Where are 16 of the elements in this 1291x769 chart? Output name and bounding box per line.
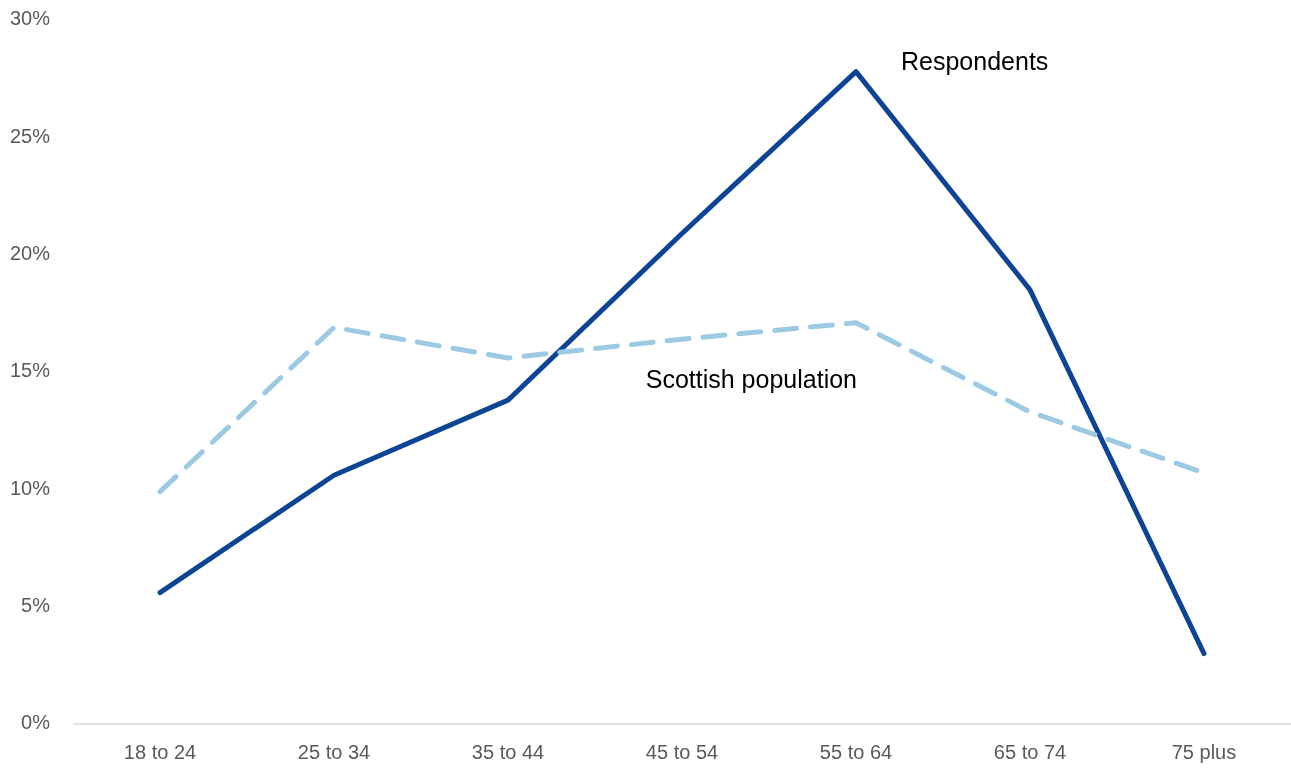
x-tick-label: 75 plus xyxy=(1171,741,1237,764)
y-tick-label: 5% xyxy=(21,593,51,616)
y-tick-label: 20% xyxy=(9,241,51,264)
x-tick-label: 35 to 44 xyxy=(471,741,545,764)
x-tick-label: 25 to 34 xyxy=(297,741,371,764)
x-tick-label: 55 to 64 xyxy=(819,741,893,764)
y-tick-label: 30% xyxy=(9,7,51,30)
y-tick-label: 0% xyxy=(21,711,51,734)
series-label: Respondents xyxy=(901,47,1049,76)
series-label: Scottish population xyxy=(645,365,857,394)
x-tick-label: 18 to 24 xyxy=(123,741,197,764)
x-tick-label: 65 to 74 xyxy=(993,741,1067,764)
y-tick-label: 25% xyxy=(9,124,51,147)
y-tick-label: 10% xyxy=(9,476,51,499)
x-tick-label: 45 to 54 xyxy=(645,741,719,764)
y-tick-label: 15% xyxy=(9,359,51,382)
